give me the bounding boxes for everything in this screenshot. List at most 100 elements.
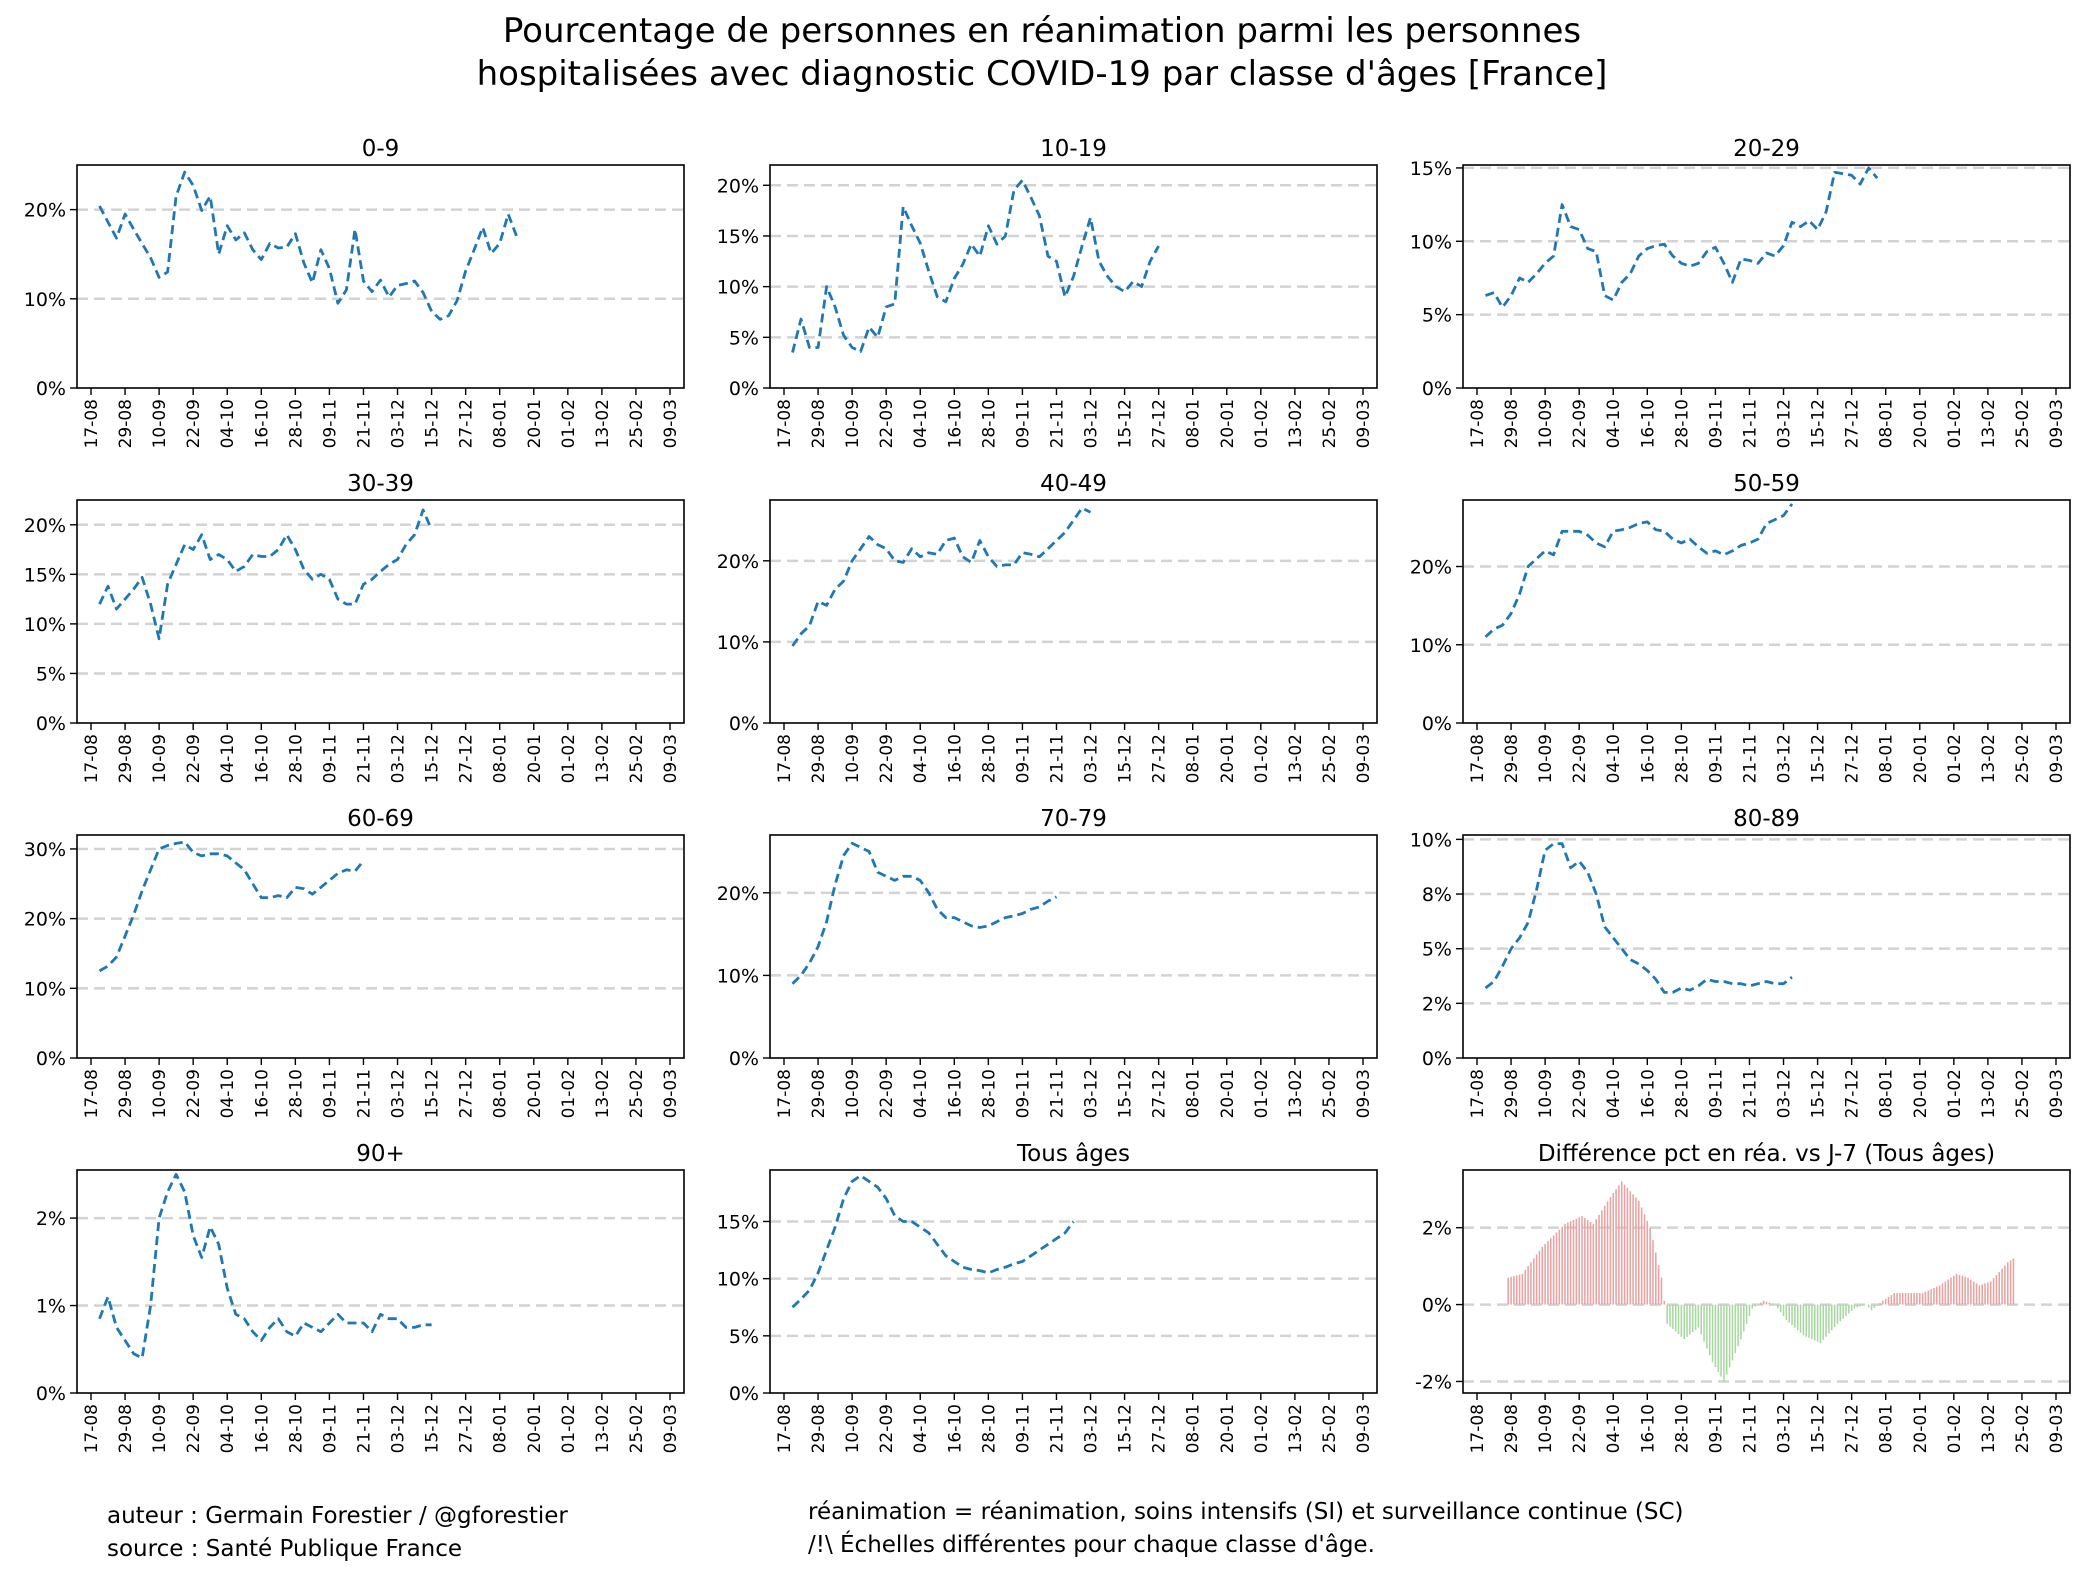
y-tick-label: 10%	[1410, 231, 1452, 253]
x-tick-label: 15-12	[1809, 1069, 1829, 1118]
subplot-title: Différence pct en réa. vs J-7 (Tous âges…	[1538, 1141, 1995, 1167]
diff-bar	[1598, 1214, 1600, 1305]
diff-bar	[1975, 1283, 1978, 1305]
footer-source: source : Santé Publique France	[107, 1536, 463, 1562]
x-tick-label: 09-03	[2047, 734, 2067, 783]
diff-bar	[1799, 1304, 1802, 1333]
x-tick-label: 22-09	[1570, 399, 1590, 448]
diff-bar	[1893, 1293, 1896, 1305]
diff-bar	[1762, 1300, 1765, 1305]
x-tick-label: 04-10	[1604, 1069, 1624, 1118]
x-tick-label: 04-10	[218, 399, 238, 448]
x-tick-label: 22-09	[1570, 734, 1590, 783]
diff-bar	[1899, 1293, 1901, 1305]
diff-bar	[1728, 1304, 1731, 1368]
diff-bar	[1535, 1254, 1538, 1305]
diff-bar	[2004, 1265, 2006, 1305]
x-tick-label: 01-02	[1945, 1069, 1965, 1118]
subplot-3: 0% 5% 10% 15% 20% 17-08 29-08 10-09 22-09 04-10 16…	[24, 471, 685, 783]
x-tick-label: 04-10	[911, 1069, 931, 1118]
x-tick-label: 21-11	[1740, 1404, 1760, 1453]
x-tick-label: 09-11	[1013, 734, 1033, 783]
diff-bar	[1794, 1304, 1796, 1328]
axes-frame	[1462, 834, 2071, 1059]
x-tick-label: 13-02	[593, 1404, 613, 1453]
x-tick-label: 25-02	[627, 1069, 647, 1118]
x-tick-label: 21-11	[354, 734, 374, 783]
x-tick-label: 10-09	[150, 734, 170, 783]
x-tick-label: 01-02	[559, 1069, 579, 1118]
x-tick-label: 15-12	[1116, 734, 1136, 783]
diff-bar	[1544, 1244, 1546, 1305]
x-tick-label: 27-12	[1150, 399, 1170, 448]
x-tick-label: 09-11	[320, 1069, 340, 1118]
diff-bar	[1745, 1304, 1748, 1324]
diff-bar	[1998, 1271, 2001, 1305]
subplot-title: 80-89	[1733, 806, 1800, 832]
subplot-1: 0% 5% 10% 15% 20% 17-08 29-08 10-09 22-09 04-10 16…	[717, 136, 1378, 448]
subplot-2: 0% 5% 10% 15% 17-08 29-08 10-09 22-09 04-10 16-10…	[1410, 136, 2071, 448]
x-tick-label: 21-11	[1740, 399, 1760, 448]
y-tick-label: 1%	[36, 1296, 66, 1318]
x-tick-label: 29-08	[1502, 1404, 1522, 1453]
diff-bar	[1524, 1269, 1527, 1305]
x-tick-label: 16-10	[1638, 734, 1658, 783]
diff-bar	[1734, 1304, 1737, 1354]
y-tick-label: 10%	[717, 965, 759, 987]
diff-bar	[1694, 1304, 1697, 1330]
diff-bar	[1808, 1304, 1810, 1338]
y-tick-label: 10%	[717, 1269, 759, 1291]
x-tick-label: 08-01	[1184, 734, 1204, 783]
series-line	[98, 170, 519, 321]
x-tick-label: 09-11	[1706, 1404, 1726, 1453]
x-tick-label: 15-12	[423, 1404, 443, 1453]
x-tick-label: 29-08	[1502, 399, 1522, 448]
x-tick-label: 09-11	[1013, 1069, 1033, 1118]
axes-frame	[769, 499, 1378, 724]
y-tick-label: 15%	[24, 564, 66, 586]
diff-bar	[1680, 1304, 1683, 1337]
x-tick-label: 20-01	[525, 734, 545, 783]
diff-bar	[1612, 1193, 1615, 1305]
x-tick-label: 08-01	[491, 399, 511, 448]
footer-note-scales: /!\ Échelles différentes pour chaque cla…	[808, 1532, 1375, 1558]
diff-bar	[1510, 1276, 1512, 1305]
x-tick-label: 15-12	[423, 399, 443, 448]
x-tick-label: 27-12	[1843, 1404, 1863, 1453]
x-tick-label: 01-02	[1945, 399, 1965, 448]
diff-bar	[1819, 1304, 1822, 1344]
x-tick-label: 25-02	[1320, 734, 1340, 783]
y-tick-label: 0%	[1422, 1295, 1452, 1317]
y-tick-label: 5%	[729, 1326, 759, 1348]
diff-bar	[1972, 1281, 1975, 1305]
x-tick-label: 08-01	[1184, 1069, 1204, 1118]
diff-bar	[1683, 1304, 1685, 1340]
x-tick-label: 17-08	[775, 1069, 795, 1118]
x-tick-label: 22-09	[877, 1069, 897, 1118]
x-tick-label: 01-02	[1252, 1069, 1272, 1118]
x-tick-label: 13-02	[593, 399, 613, 448]
diff-bar	[1581, 1216, 1583, 1305]
diff-bar	[1785, 1304, 1788, 1320]
x-tick-label: 08-01	[491, 1069, 511, 1118]
series-line	[1484, 503, 1794, 638]
x-tick-label: 21-11	[354, 399, 374, 448]
x-tick-label: 08-01	[1877, 1069, 1897, 1118]
diff-bar	[1805, 1304, 1808, 1337]
x-tick-label: 01-02	[559, 399, 579, 448]
diff-bar	[1981, 1284, 1983, 1305]
x-tick-label: 22-09	[184, 1069, 204, 1118]
x-tick-label: 27-12	[1150, 1404, 1170, 1453]
x-tick-label: 17-08	[1468, 1069, 1488, 1118]
x-tick-label: 04-10	[1604, 734, 1624, 783]
y-tick-label: 30%	[24, 839, 66, 861]
x-tick-label: 09-03	[2047, 399, 2067, 448]
axes-frame	[76, 164, 685, 389]
x-tick-label: 08-01	[1184, 399, 1204, 448]
diff-bar	[1938, 1285, 1941, 1305]
diff-bar	[1768, 1302, 1771, 1305]
diff-bar	[1839, 1304, 1842, 1322]
x-tick-label: 03-12	[1082, 734, 1102, 783]
y-tick-label: 2%	[1422, 1218, 1452, 1240]
x-tick-label: 25-02	[1320, 1404, 1340, 1453]
